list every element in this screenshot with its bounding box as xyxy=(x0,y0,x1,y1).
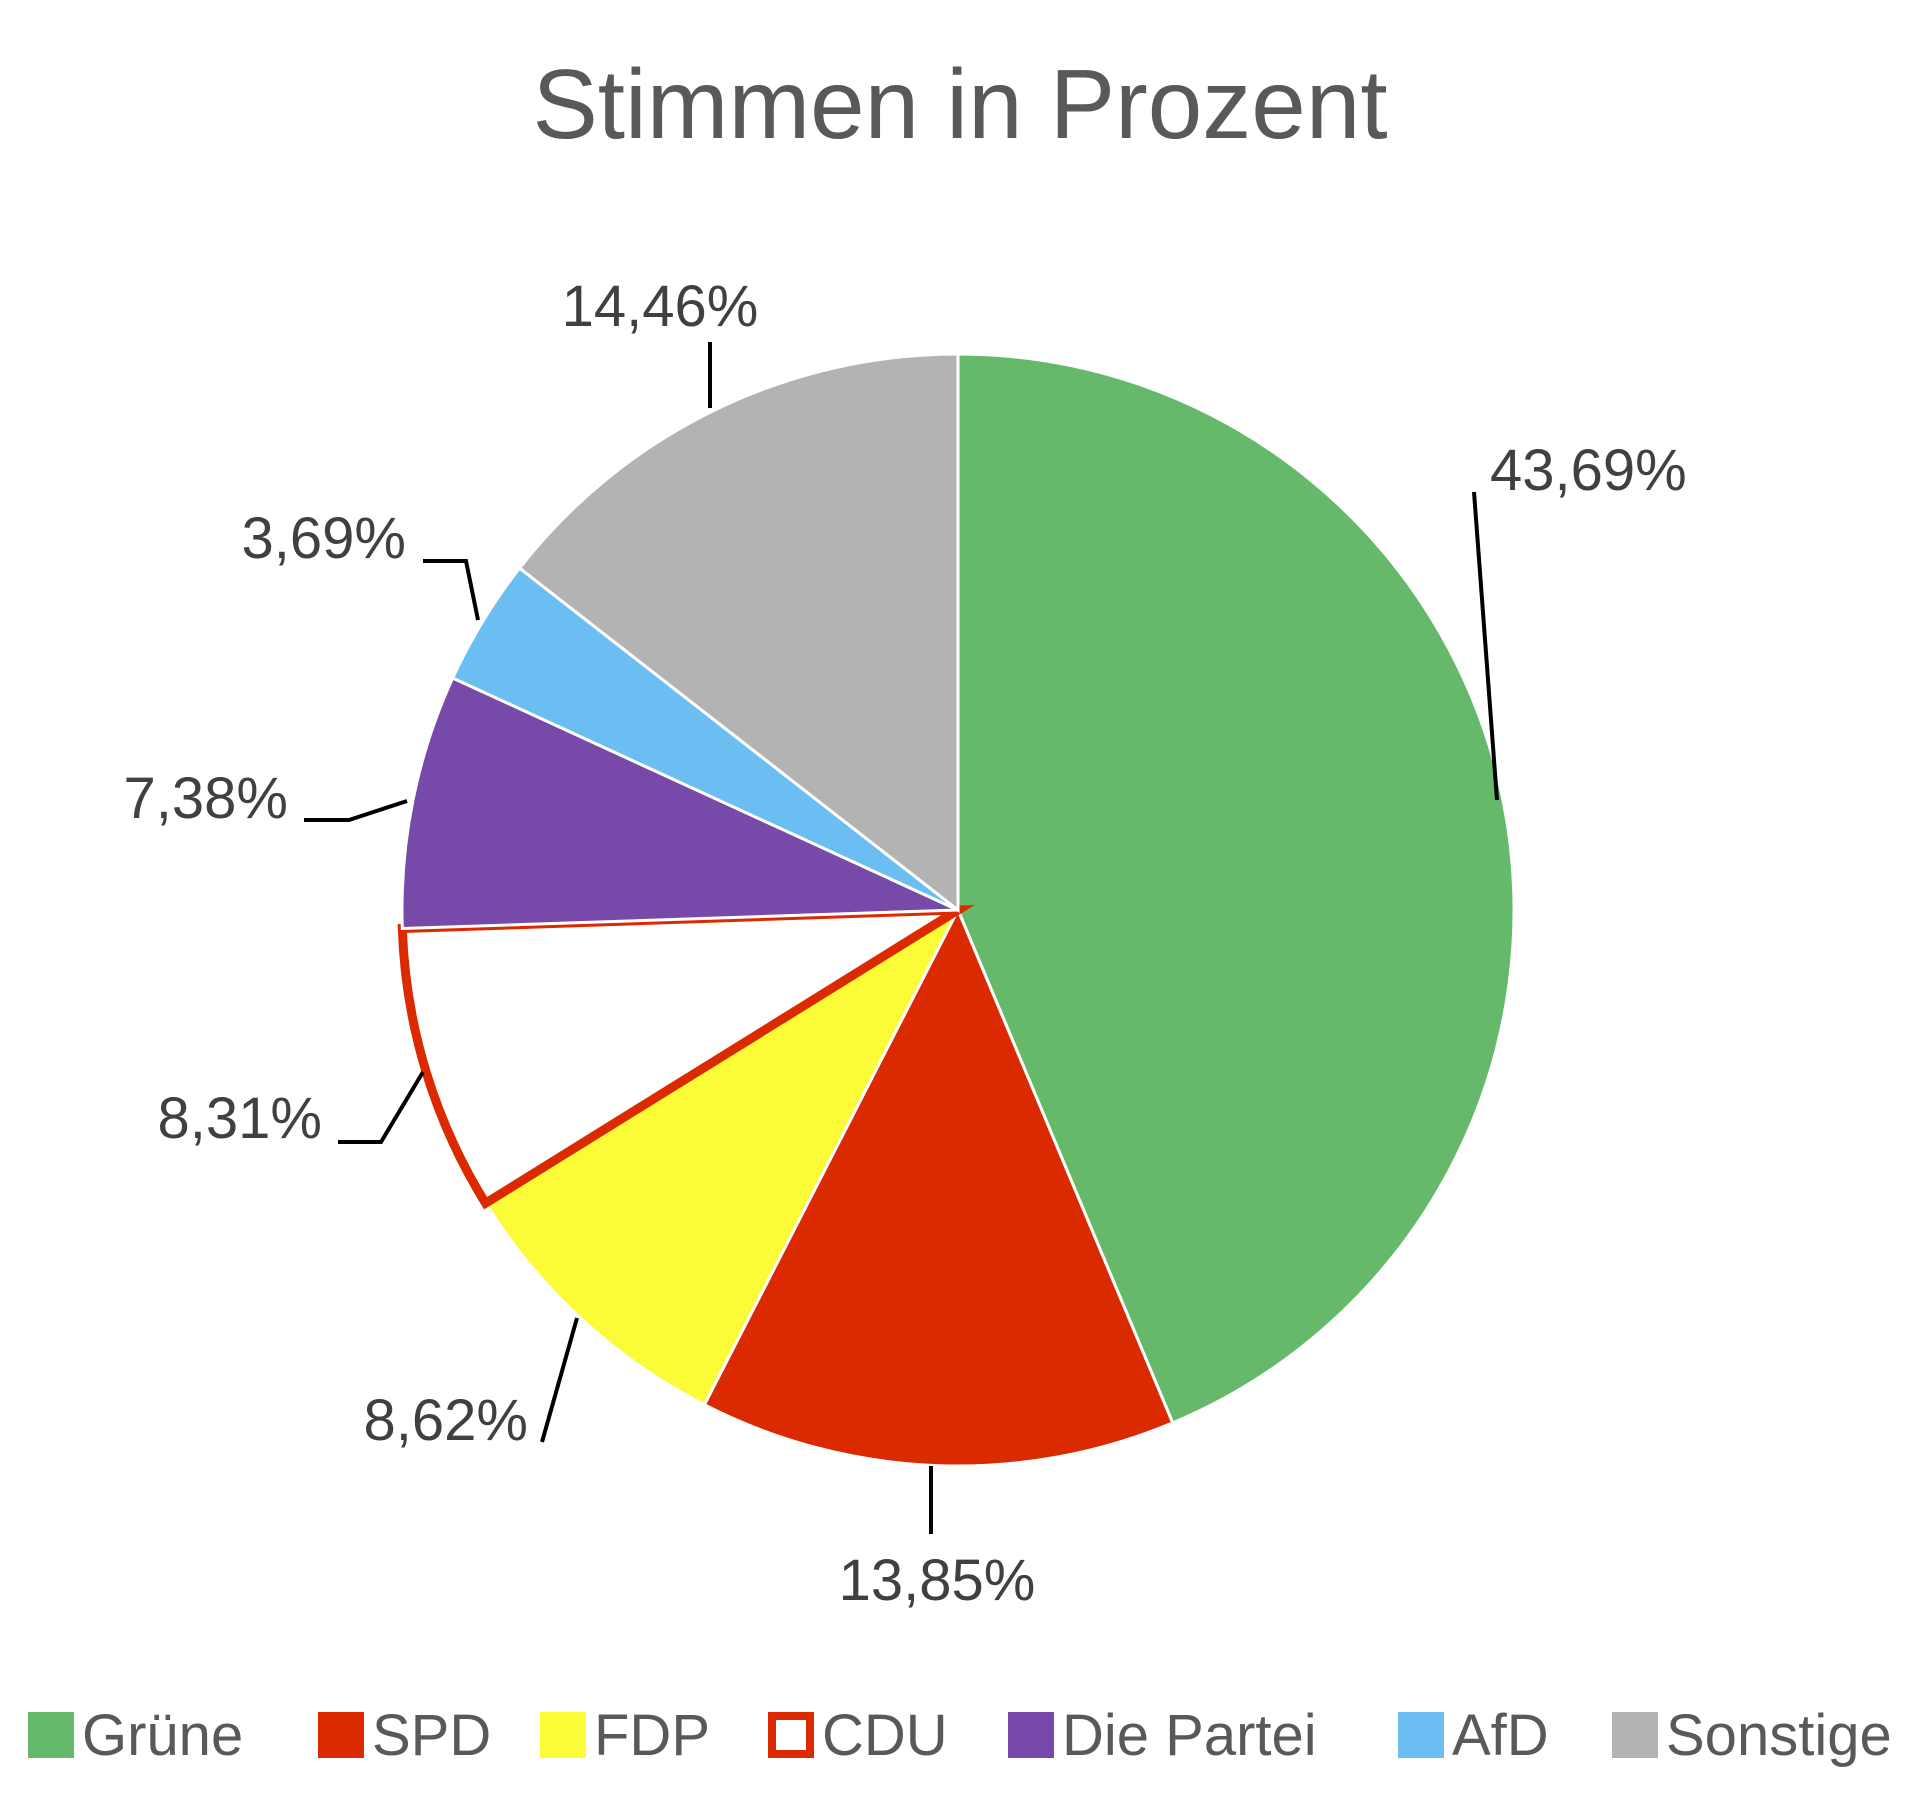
data-label-die-partei: 7,38% xyxy=(124,766,288,831)
legend-item-cdu: CDU xyxy=(768,1690,948,1780)
leader-line-afd xyxy=(423,559,480,621)
pie-slice-sonstige xyxy=(517,352,960,914)
legend-label-die-partei: Die Partei xyxy=(1062,1702,1317,1768)
legend-swatch-die-partei xyxy=(1008,1712,1054,1758)
data-label-cdu: 8,31% xyxy=(158,1086,322,1151)
legend-label-spd: SPD xyxy=(372,1702,492,1768)
leader-line-die-partei xyxy=(304,799,408,822)
legend-label-gruene: Grüne xyxy=(82,1702,244,1768)
legend-swatch-cdu xyxy=(768,1712,814,1758)
legend-item-sonstige: Sonstige xyxy=(1612,1690,1892,1780)
chart-title: Stimmen in Prozent xyxy=(532,49,1388,159)
data-label-afd: 3,69% xyxy=(242,506,406,571)
legend-item-spd: SPD xyxy=(318,1690,491,1780)
pie-slice-spd xyxy=(702,906,1175,1468)
leader-line-gruene xyxy=(1472,491,1499,801)
pie-slice-fdp xyxy=(483,905,962,1407)
leader-line-cdu xyxy=(338,1070,425,1144)
data-label-fdp: 8,62% xyxy=(364,1388,528,1453)
data-label-sonstige: 14,46% xyxy=(562,274,759,339)
legend-item-gruene: Grüne xyxy=(28,1690,243,1780)
pie-slice-cdu xyxy=(397,904,975,1210)
chart-legend: Grüne SPD FDP CDU Die Partei AfD Sonstige xyxy=(0,1690,1920,1780)
legend-label-afd: AfD xyxy=(1452,1702,1549,1768)
legend-label-sonstige: Sonstige xyxy=(1666,1702,1892,1768)
data-label-spd: 13,85% xyxy=(839,1548,1036,1613)
pie-slice-gruene xyxy=(956,352,1516,1425)
legend-swatch-gruene xyxy=(28,1712,74,1758)
legend-item-afd: AfD xyxy=(1398,1690,1549,1780)
legend-label-cdu: CDU xyxy=(822,1702,948,1768)
legend-swatch-fdp xyxy=(540,1712,586,1758)
legend-item-die-partei: Die Partei xyxy=(1008,1690,1317,1780)
legend-swatch-afd xyxy=(1398,1712,1444,1758)
pie-slice-die-partei xyxy=(400,676,959,931)
leader-line-fdp xyxy=(540,1317,579,1443)
legend-swatch-spd xyxy=(318,1712,364,1758)
legend-item-fdp: FDP xyxy=(540,1690,710,1780)
legend-label-fdp: FDP xyxy=(594,1702,710,1768)
data-label-gruene: 43,69% xyxy=(1490,438,1687,503)
pie-chart: 43,69% 13,85% 8,62% 8,31% 7,38% 3,69% 14,46% xyxy=(124,274,1687,1613)
legend-swatch-sonstige xyxy=(1612,1712,1658,1758)
